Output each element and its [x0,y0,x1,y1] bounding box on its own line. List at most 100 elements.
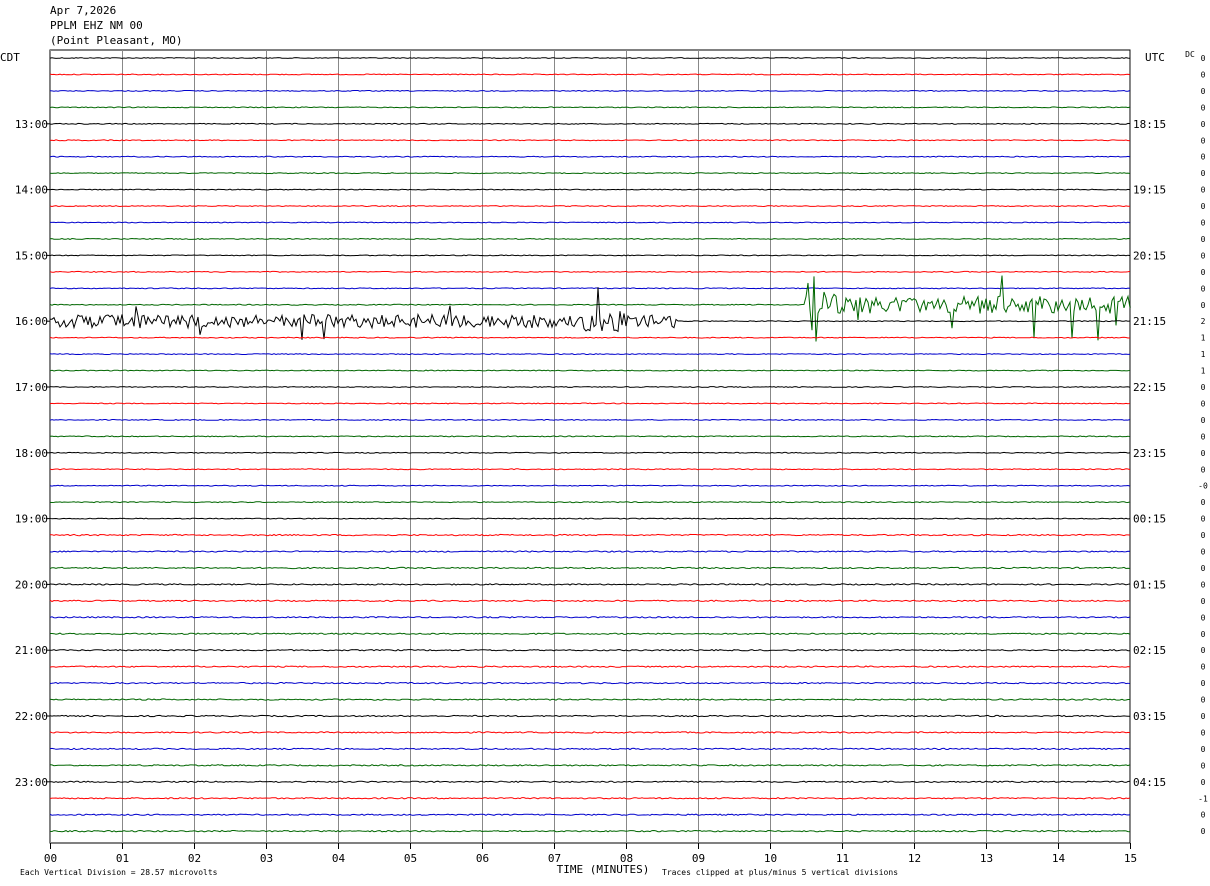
seismic-trace [49,188,1131,191]
dc-offset-label: -1 [1198,794,1208,803]
left-hour-label: 22:00 [15,710,48,723]
right-hour-label: 03:15 [1133,710,1166,723]
dc-offset-label: 0 [1201,284,1206,293]
dc-offset-label: 0 [1201,399,1206,408]
seismic-trace [49,665,1131,668]
x-tick-label: 02 [188,852,201,865]
dc-offset-label: 0 [1201,630,1206,639]
dc-offset-label: 1 [1201,350,1206,359]
seismic-trace [49,501,1131,504]
x-tick-label: 07 [548,852,561,865]
dc-offset-label: 0 [1201,531,1206,540]
dc-offset-label: 0 [1201,548,1206,557]
right-hour-label: 21:15 [1133,315,1166,328]
left-hour-label: 21:00 [15,644,48,657]
left-hour-label: 17:00 [15,381,48,394]
dc-offset-label: 0 [1201,597,1206,606]
dc-offset-label: 0 [1201,432,1206,441]
seismic-trace [49,139,1130,142]
dc-offset-label: 0 [1201,745,1206,754]
date-label: Apr 7,2026 [50,4,117,17]
dc-offset-label: 0 [1201,251,1206,260]
dc-offset-label: 0 [1201,219,1206,228]
right-hour-label: 04:15 [1133,776,1166,789]
x-tick-label: 08 [620,852,633,865]
seismic-trace [49,254,1131,257]
dc-offset-label: 0 [1201,268,1206,277]
dc-offset-label: 1 [1201,367,1206,376]
dc-offset-label: 0 [1201,827,1206,836]
left-hour-label: 14:00 [15,184,48,197]
seismic-trace [49,517,1131,520]
dc-offset-label: 0 [1201,580,1206,589]
seismic-trace [50,649,1130,652]
seismic-trace [49,829,1131,833]
seismic-trace [49,336,1131,339]
seismic-trace [49,533,1131,537]
dc-offset-label: 0 [1201,646,1206,655]
x-tick-label: 15 [1124,852,1137,865]
seismic-trace [50,221,1131,224]
dc-offset-label: 0 [1201,449,1206,458]
dc-offset-label: 0 [1201,465,1206,474]
dc-offset-label: 0 [1201,186,1206,195]
seismic-trace [49,797,1131,800]
x-tick-label: 12 [908,852,921,865]
dc-offset-label: 0 [1201,613,1206,622]
seismic-trace [49,780,1131,783]
right-hour-label: 00:15 [1133,513,1166,526]
dc-offset-label: 0 [1201,696,1206,705]
seismic-trace [49,106,1131,109]
dc-offset-label: 0 [1201,515,1206,524]
seismic-trace [49,287,1131,340]
seismic-trace [50,632,1131,635]
dc-offset-label: 0 [1201,679,1206,688]
left-hour-label: 23:00 [15,776,48,789]
dc-offset-label: 0 [1201,235,1206,244]
seismic-trace [49,747,1131,751]
seismic-trace [49,89,1131,92]
seismic-trace [49,714,1131,718]
seismic-trace [49,122,1131,125]
dc-offset-label: 0 [1201,169,1206,178]
footer-scale-note: Each Vertical Division = 28.57 microvolt… [20,868,218,877]
seismic-trace [49,237,1131,240]
right-timezone-label: UTC [1145,51,1165,64]
left-hour-label: 15:00 [15,249,48,262]
x-tick-label: 06 [476,852,489,865]
left-hour-label: 16:00 [15,315,48,328]
x-tick-label: 09 [692,852,705,865]
x-tick-label: 10 [764,852,777,865]
seismic-trace [49,764,1131,767]
seismic-trace [49,566,1131,570]
x-tick-label: 14 [1052,852,1066,865]
dc-offset-label: 0 [1201,301,1206,310]
seismic-trace [49,813,1131,816]
dc-offset-label: 0 [1201,136,1206,145]
x-tick-label: 04 [332,852,346,865]
seismic-trace [49,583,1131,586]
seismic-trace [49,287,1131,290]
dc-offset-label: 0 [1201,498,1206,507]
left-hour-label: 13:00 [15,118,48,131]
axis-labels: 00 01 02 03 04 05 06 07 08 09 10 11 12 13 14 1500000000… [0,50,1208,877]
right-hour-label: 01:15 [1133,578,1166,591]
plot-grid [46,49,1131,849]
right-hour-label: 02:15 [1133,644,1166,657]
dc-offset-label: 0 [1201,564,1206,573]
dc-offset-label: 0 [1201,202,1206,211]
left-timezone-label: CDT [0,51,20,64]
seismic-trace [49,57,1131,59]
right-hour-label: 20:15 [1133,249,1166,262]
dc-offset-label: 0 [1201,761,1206,770]
dc-offset-label: 0 [1201,70,1206,79]
x-tick-label: 01 [116,852,129,865]
x-tick-label: 11 [836,852,849,865]
seismic-trace [49,172,1131,175]
dc-offset-label: 0 [1201,811,1206,820]
dc-offset-label: 1 [1201,334,1206,343]
right-hour-label: 23:15 [1133,447,1166,460]
station-label: PPLM EHZ NM 00 [50,19,143,32]
right-hour-label: 18:15 [1133,118,1166,131]
